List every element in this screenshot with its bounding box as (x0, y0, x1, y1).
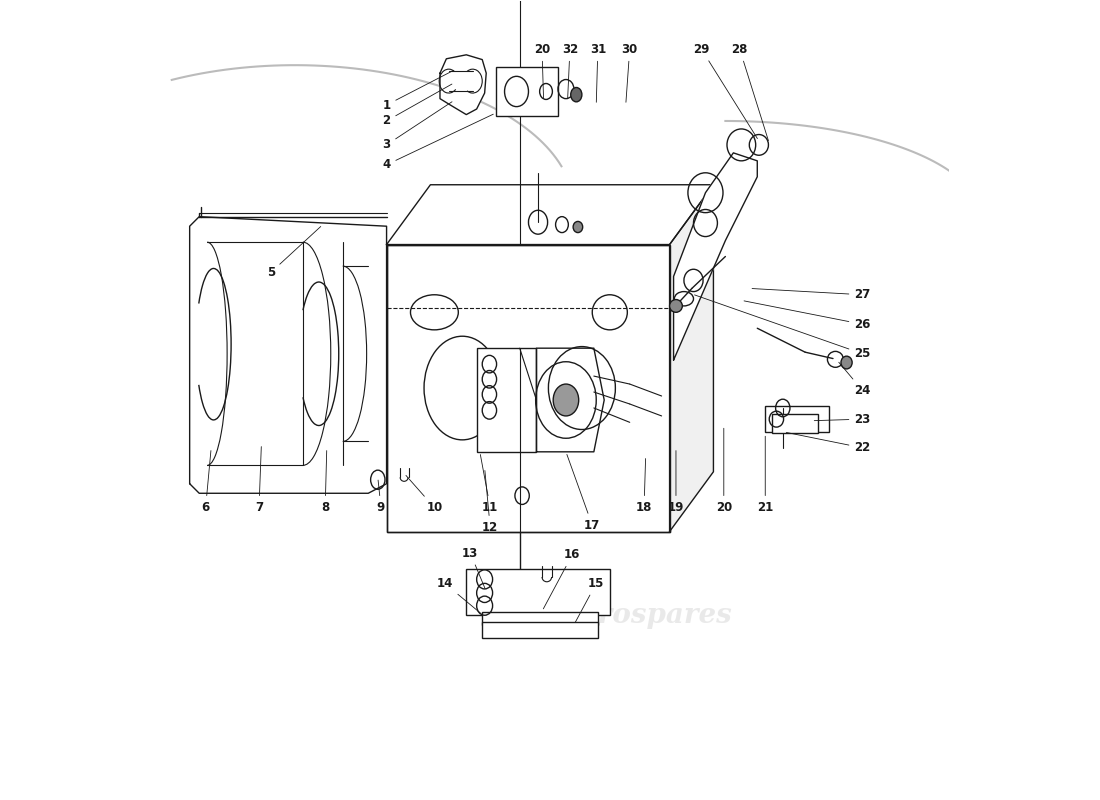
Text: 21: 21 (757, 436, 773, 514)
Ellipse shape (573, 222, 583, 233)
Text: 31: 31 (590, 42, 606, 102)
Text: 9: 9 (377, 480, 385, 514)
Text: 6: 6 (201, 450, 211, 514)
Text: 20: 20 (716, 428, 732, 514)
Text: 28: 28 (732, 42, 769, 141)
Text: 18: 18 (636, 458, 652, 514)
Ellipse shape (553, 384, 579, 416)
Polygon shape (440, 55, 486, 114)
Bar (386, 245, 670, 531)
Polygon shape (537, 348, 604, 452)
Text: 12: 12 (482, 470, 498, 534)
Bar (476, 348, 537, 452)
Text: 22: 22 (786, 433, 870, 454)
Text: 15: 15 (575, 577, 604, 622)
Bar (496, 66, 558, 116)
Ellipse shape (842, 356, 852, 369)
Text: 7: 7 (255, 446, 263, 514)
Text: 11: 11 (481, 454, 498, 514)
Text: 26: 26 (744, 301, 871, 330)
Ellipse shape (571, 87, 582, 102)
Polygon shape (673, 153, 757, 360)
Bar (386, 245, 670, 531)
Text: 29: 29 (693, 42, 758, 138)
Text: 4: 4 (383, 114, 493, 171)
Bar (466, 569, 609, 615)
Text: 1: 1 (383, 70, 453, 111)
Text: 10: 10 (406, 475, 442, 514)
Text: eurospares: eurospares (280, 342, 452, 370)
Text: 5: 5 (266, 226, 321, 279)
Text: 32: 32 (562, 42, 579, 98)
Text: 23: 23 (814, 413, 870, 426)
Text: 27: 27 (752, 288, 870, 302)
Bar (766, 406, 829, 432)
Text: 17: 17 (566, 454, 601, 532)
Text: 3: 3 (383, 102, 452, 151)
Bar (482, 612, 597, 625)
Text: 30: 30 (621, 42, 638, 102)
Text: 14: 14 (437, 577, 481, 614)
Text: 25: 25 (694, 295, 871, 360)
Ellipse shape (670, 299, 682, 312)
Bar (771, 414, 818, 434)
Text: 19: 19 (668, 450, 684, 514)
Text: 24: 24 (839, 362, 871, 397)
Text: eurospares: eurospares (560, 602, 732, 629)
Text: 20: 20 (534, 42, 550, 98)
Polygon shape (189, 217, 386, 494)
Bar (482, 622, 597, 638)
Polygon shape (386, 185, 714, 245)
Text: 16: 16 (543, 548, 581, 609)
Text: 8: 8 (321, 450, 329, 514)
Polygon shape (670, 185, 714, 531)
Text: 2: 2 (383, 84, 452, 127)
Text: 13: 13 (462, 546, 485, 589)
